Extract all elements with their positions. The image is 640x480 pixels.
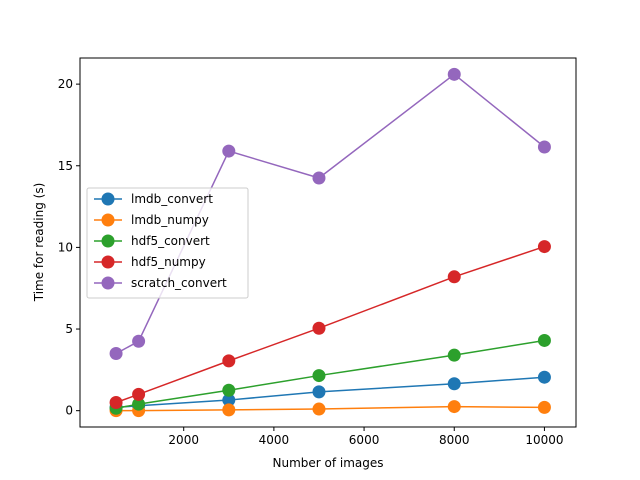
y-tick-label: 20 [58,77,73,91]
x-tick-label: 6000 [349,433,380,447]
legend-entry: scratch_convert [94,276,227,290]
data-point [222,383,236,397]
x-axis-ticks: 2000 4000 6000 8000 10000 [168,427,564,447]
data-point [537,370,551,384]
legend-entries: lmdb_convert lmdb_numpy hdf5_convert hdf5_n… [94,192,227,290]
legend-swatch-marker [101,255,115,269]
data-point [537,400,551,414]
legend: lmdb_convert lmdb_numpy hdf5_convert hdf5_n… [86,187,249,299]
data-point [222,393,236,407]
y-axis-label: Time for reading (s) [32,183,46,303]
x-tick-label: 8000 [439,433,470,447]
series-line [116,376,545,409]
data-point [537,140,551,154]
data-point [222,403,236,417]
series-lmdb_numpy [109,400,551,418]
series-scratch_convert [109,67,551,361]
y-tick-label: 15 [58,159,73,173]
legend-entry: hdf5_convert [94,234,210,248]
series-layer [109,67,551,418]
data-point [109,347,123,361]
data-point [132,397,146,411]
data-point [537,333,551,347]
data-point [132,387,146,401]
y-tick-label: 5 [65,322,73,336]
data-point [447,348,461,362]
legend-entry: lmdb_convert [94,192,213,206]
y-axis-ticks: 0 5 10 15 20 [58,77,80,418]
x-tick-label: 2000 [168,433,199,447]
data-point [222,354,236,368]
data-point [312,171,326,185]
legend-box [86,187,249,299]
data-point [447,270,461,284]
legend-swatch-marker [101,234,115,248]
series-line [116,405,545,412]
y-tick-label: 0 [65,404,73,418]
legend-entry: hdf5_numpy [94,255,206,269]
series-line [115,339,545,409]
legend-label: hdf5_convert [131,234,210,248]
legend-label: lmdb_numpy [131,213,209,227]
legend-label: lmdb_convert [131,192,213,206]
data-point [447,67,461,81]
data-point [222,144,236,158]
x-axis-label: Number of images [272,456,383,470]
x-tick-label: 4000 [259,433,290,447]
data-point [312,402,326,416]
legend-swatch-marker [101,276,115,290]
legend-label: hdf5_numpy [131,255,206,269]
x-tick-label: 10000 [525,433,563,447]
data-point [109,396,123,410]
legend-label: scratch_convert [131,276,227,290]
legend-swatch-marker [101,213,115,227]
series-hdf5_numpy [109,240,551,410]
series-hdf5_convert [109,333,551,415]
data-point [447,400,461,414]
data-point [312,369,326,383]
data-point [537,240,551,254]
data-point [312,385,326,399]
data-point [447,377,461,391]
legend-entry: lmdb_numpy [94,213,209,227]
data-point [312,321,326,335]
y-tick-label: 10 [58,240,73,254]
legend-swatch-marker [101,192,115,206]
data-point [132,334,146,348]
plot-frame [79,57,577,428]
